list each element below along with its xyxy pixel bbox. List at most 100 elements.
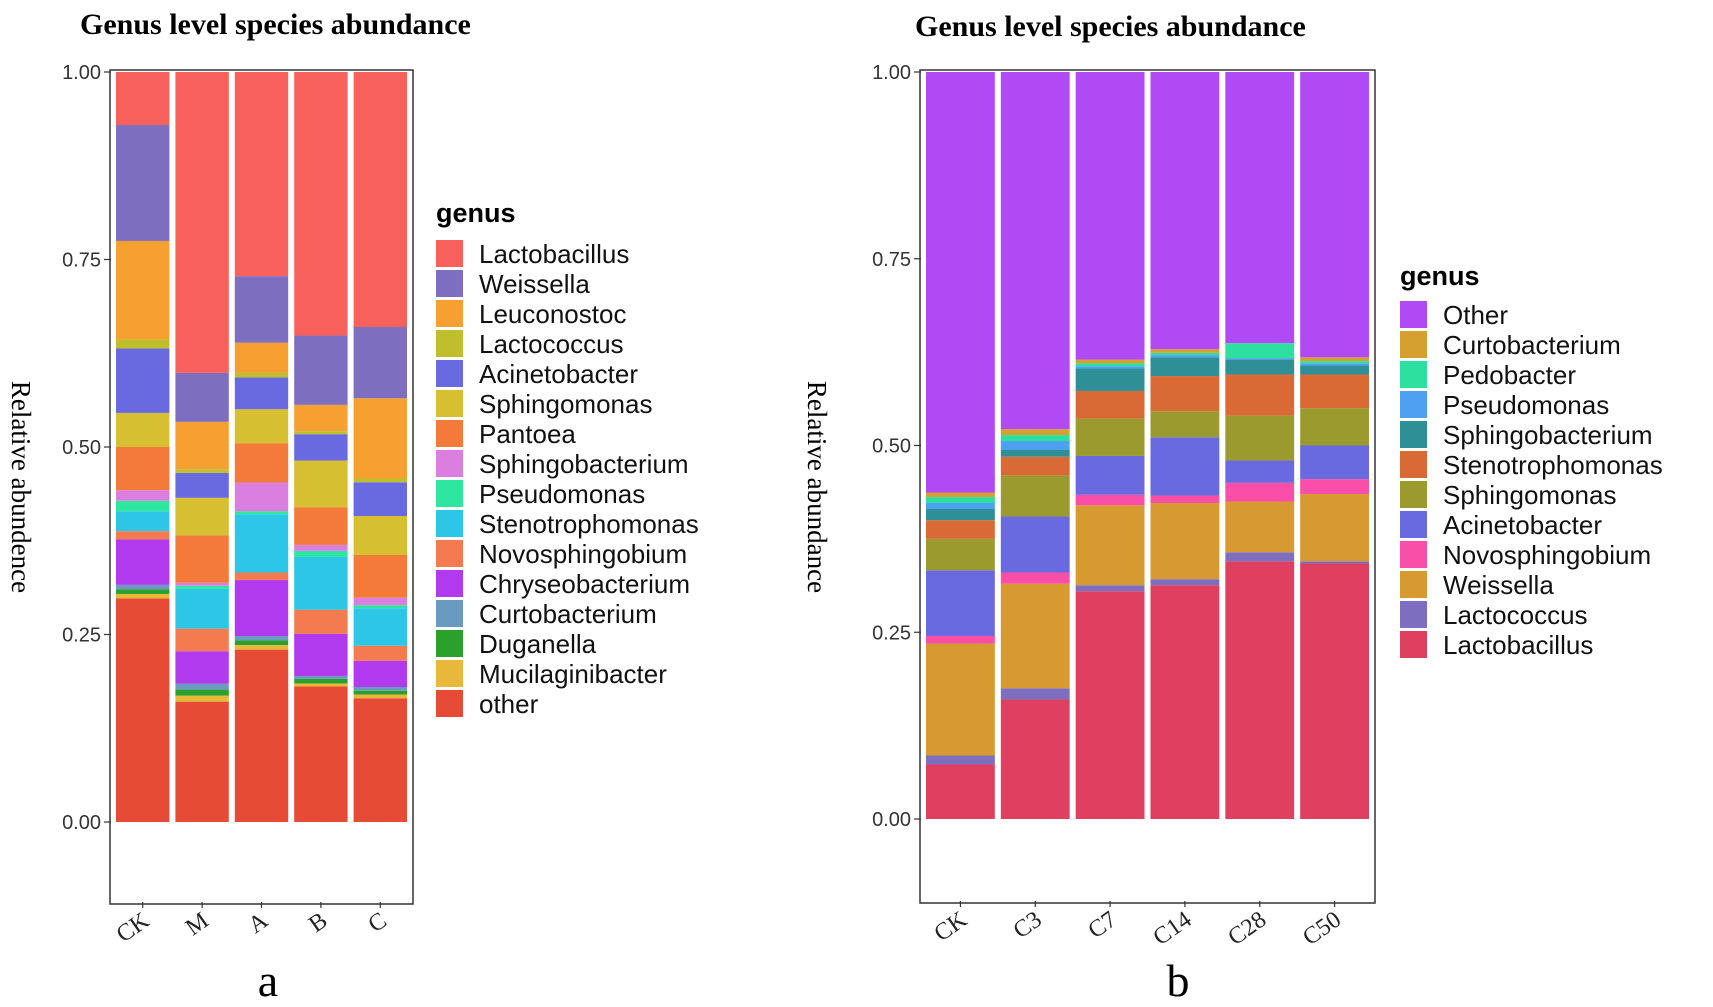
bar-segment-c-lactobacillus (353, 72, 407, 327)
bar-segment-c3-lactobacillus (1000, 699, 1070, 819)
bar-segment-c28-novosphingobium (1225, 482, 1295, 502)
bar-segment-b-sphingomonas (294, 460, 348, 508)
bar-segment-ck-chryseobacterium (116, 539, 170, 585)
bar-segment-ck-duganella (116, 589, 170, 594)
chart-b-legend-title: genus (1400, 261, 1480, 291)
bar-segment-c-chryseobacterium (353, 660, 407, 687)
bar-segment-ck-weissella (116, 125, 170, 241)
legend-swatch-mucilaginibacter (436, 660, 463, 687)
bar-segment-m-lactococcus (175, 469, 229, 473)
chart-panel-b: Genus level species abundance 0.000.250.… (802, 10, 1663, 1006)
legend-swatch-pseudomonas (1400, 391, 1427, 418)
bar-segment-c14-stenotrophomonas (1150, 376, 1220, 412)
bar-segment-ck-sphingobacterium (926, 508, 995, 521)
chart-b-plot-border (919, 69, 1376, 904)
legend-swatch-lactococcus (1400, 601, 1427, 628)
y-tick-label: 1.00 (872, 62, 911, 84)
legend-swatch-sphingobacterium (436, 450, 463, 477)
bar-segment-c28-weissella (1225, 501, 1295, 553)
legend-label-pedobacter: Pedobacter (1443, 360, 1576, 390)
bar-segment-ck-mucilaginibacter (116, 593, 170, 599)
bar-segment-c-curtobacterium (353, 687, 407, 691)
legend-label-lactococcus: Lactococcus (1443, 600, 1588, 630)
bar-segment-m-stenotrophomonas (175, 588, 229, 629)
legend-label-curtobacterium: Curtobacterium (1443, 330, 1621, 360)
legend-label-acinetobacter: Acinetobacter (1443, 510, 1602, 540)
bar-segment-c14-acinetobacter (1150, 437, 1220, 496)
x-tick-label: CK (112, 907, 155, 948)
bar-segment-c3-acinetobacter (1000, 516, 1070, 573)
bar-segment-c-duganella (353, 690, 407, 695)
bar-segment-c14-lactococcus (1150, 579, 1220, 586)
bar-segment-a-weissella (234, 276, 289, 343)
bar-segment-c7-lactococcus (1075, 585, 1145, 592)
bar-segment-c28-sphingomonas (1225, 415, 1295, 461)
bar-segment-c28-sphingobacterium (1225, 359, 1295, 375)
bar-segment-c-lactococcus (353, 478, 407, 483)
bar-segment-m-sphingomonas (175, 497, 229, 536)
bar-segment-m-pseudomonas (175, 585, 229, 589)
bar-segment-b-pantoea (294, 507, 348, 545)
bar-segment-a-other (234, 649, 289, 822)
bar-segment-c28-lactococcus (1225, 552, 1295, 562)
bar-segment-ck-lactococcus (116, 339, 170, 349)
bar-segment-c50-pedobacter (1300, 361, 1369, 364)
bar-segment-c7-weissella (1075, 505, 1145, 586)
bar-segment-c14-pedobacter (1150, 352, 1220, 356)
bar-segment-a-sphingomonas (234, 409, 289, 444)
legend-label-lactobacillus: Lactobacillus (479, 239, 629, 269)
bar-segment-c28-other (1225, 72, 1295, 344)
bar-segment-ck-leuconostoc (116, 240, 170, 340)
x-tick-label: CK (930, 906, 973, 947)
legend-swatch-stenotrophomonas (1400, 451, 1427, 478)
chart-b-title: Genus level species abundance (915, 10, 1306, 43)
bar-segment-a-sphingobacterium (234, 482, 289, 512)
bar-segment-ck-curtobacterium (926, 492, 995, 498)
bar-segment-c50-acinetobacter (1300, 445, 1369, 480)
bar-segment-c3-weissella (1000, 583, 1070, 689)
bar-segment-a-stenotrophomonas (234, 514, 289, 573)
legend-swatch-sphingomonas (436, 390, 463, 417)
y-tick-label: 0.50 (872, 436, 911, 458)
bar-segment-c3-pedobacter (1000, 435, 1070, 442)
legend-swatch-sphingobacterium (1400, 421, 1427, 448)
bar-segment-c50-lactococcus (1300, 561, 1369, 564)
x-tick-label: C28 (1223, 907, 1271, 951)
chart-a-y-axis-label: Relative abundence (6, 381, 36, 593)
legend-label-mucilaginibacter: Mucilaginibacter (479, 659, 667, 689)
legend-label-sphingomonas: Sphingomonas (1443, 480, 1616, 510)
legend-swatch-stenotrophomonas (436, 510, 463, 537)
bar-segment-c-mucilaginibacter (353, 694, 407, 699)
legend-label-sphingomonas: Sphingomonas (479, 389, 652, 419)
legend-label-novosphingobium: Novosphingobium (1443, 540, 1651, 570)
chart-b-y-axis-label: Relative abundance (802, 381, 832, 593)
bar-segment-ck-curtobacterium (116, 584, 170, 590)
bar-segment-m-pantoea (175, 535, 229, 583)
legend-swatch-other (436, 690, 463, 717)
bar-segment-a-acinetobacter (234, 377, 289, 410)
bar-segment-ck-pantoea (116, 447, 170, 491)
chart-b-y-axis: 0.00 0.25 0.50 0.75 1.00 (872, 62, 921, 831)
bar-segment-m-novosphingobium (175, 628, 229, 652)
bar-segment-b-mucilaginibacter (294, 683, 348, 687)
legend-swatch-pedobacter (1400, 361, 1427, 388)
legend-label-other: other (479, 689, 539, 719)
y-tick-label: 0.75 (62, 250, 101, 272)
legend-label-stenotrophomonas: Stenotrophomonas (479, 509, 699, 539)
bar-segment-c3-lactococcus (1000, 688, 1070, 700)
legend-label-weissella: Weissella (479, 269, 590, 299)
bar-segment-b-other (294, 686, 348, 822)
legend-swatch-curtobacterium (436, 600, 463, 627)
bar-segment-c7-pedobacter (1075, 363, 1145, 367)
bar-segment-c-novosphingobium (353, 645, 407, 661)
bar-segment-m-curtobacterium (175, 683, 229, 690)
bar-segment-b-leuconostoc (294, 404, 348, 432)
bar-segment-ck-weissella (926, 643, 995, 756)
legend-swatch-acinetobacter (436, 360, 463, 387)
bar-segment-c7-sphingomonas (1075, 418, 1145, 456)
legend-label-pantoea: Pantoea (479, 419, 576, 449)
bar-segment-a-novosphingobium (234, 572, 289, 581)
bar-segment-c14-pseudomonas (1150, 355, 1220, 358)
bar-segment-c7-other (1075, 72, 1145, 360)
